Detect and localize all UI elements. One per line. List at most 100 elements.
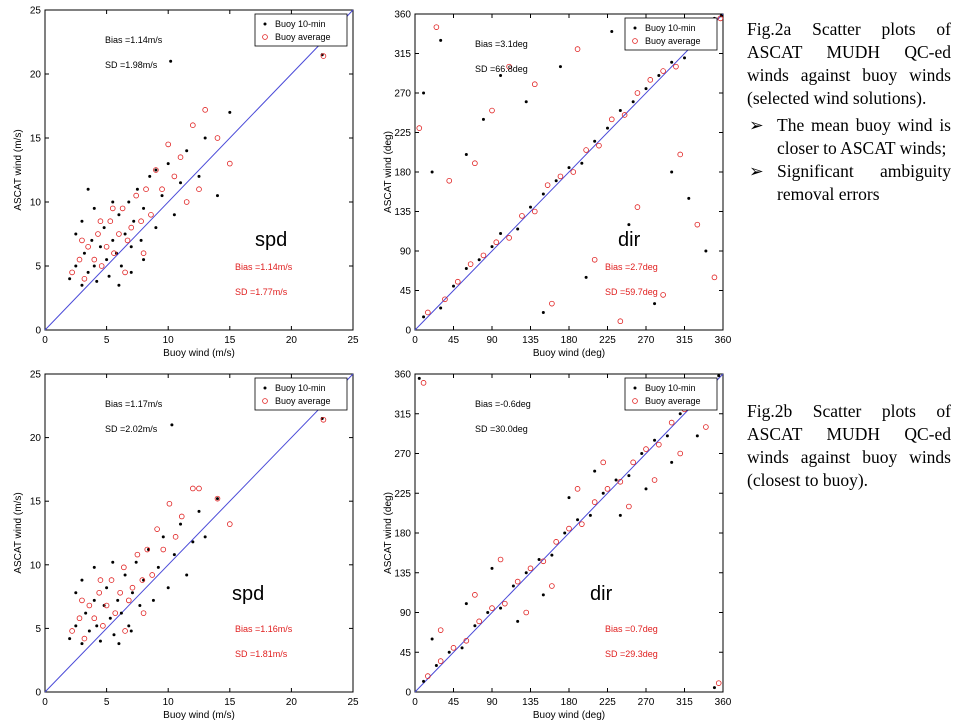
x-axis-label: Buoy wind (deg) (533, 710, 605, 720)
data-point-buoy-average (454, 278, 461, 285)
data-point-buoy-average (574, 46, 581, 52)
data-point-buoy-10min (481, 117, 485, 121)
data-point-buoy-10min (151, 598, 155, 602)
data-point-buoy-10min (712, 686, 716, 690)
stats-bias-buoy-average: Bias =1.14m/s (235, 262, 293, 272)
data-point-buoy-10min (135, 187, 139, 191)
data-point-buoy-10min (172, 213, 176, 217)
data-point-buoy-10min (108, 616, 112, 620)
y-tick-label: 0 (405, 326, 411, 337)
data-point-buoy-average (425, 673, 431, 679)
data-point-buoy-average (214, 135, 221, 141)
legend-marker-buoy-10min (633, 386, 637, 390)
data-point-buoy-10min (499, 606, 503, 610)
stats-sd-buoy-10min: SD =30.0deg (475, 424, 528, 434)
stats-sd-buoy-average: SD =1.81m/s (235, 649, 288, 659)
data-point-buoy-average (506, 235, 512, 241)
data-point-buoy-average (166, 500, 173, 507)
data-point-buoy-10min (524, 100, 528, 104)
data-point-buoy-average (116, 231, 122, 237)
arrow-bullet-icon: ➢ (749, 115, 764, 135)
y-axis-label: ASCAT wind (m/s) (13, 129, 24, 210)
x-tick-label: 135 (522, 697, 539, 708)
data-point-buoy-average (540, 558, 547, 565)
x-tick-label: 90 (486, 697, 498, 708)
x-tick-label: 45 (448, 335, 460, 346)
data-point-buoy-10min (490, 245, 494, 249)
data-point-buoy-average (103, 244, 110, 250)
data-point-buoy-average (159, 186, 165, 193)
legend-marker-buoy-average (262, 398, 268, 404)
data-point-buoy-average (97, 218, 104, 225)
data-point-buoy-average (196, 485, 202, 492)
data-point-buoy-10min (644, 87, 648, 91)
data-point-buoy-10min (516, 227, 520, 231)
legend-label-buoy-average: Buoy average (645, 396, 701, 406)
data-point-buoy-10min (473, 624, 477, 628)
data-point-buoy-10min (160, 194, 164, 198)
data-point-buoy-average (76, 615, 83, 622)
data-point-buoy-10min (614, 478, 618, 482)
data-point-buoy-10min (439, 306, 443, 310)
data-point-buoy-average (227, 160, 233, 167)
data-point-buoy-average (446, 177, 453, 184)
legend-label-buoy-10min: Buoy 10-min (645, 383, 696, 393)
bullet-item: ➢ Significant ambiguity removal errors (747, 160, 951, 206)
data-point-buoy-10min (80, 578, 84, 582)
data-point-buoy-average (140, 610, 147, 616)
data-point-buoy-average (107, 218, 114, 225)
data-point-buoy-average (76, 256, 83, 263)
data-point-buoy-10min (644, 487, 648, 491)
data-point-buoy-average (617, 478, 624, 485)
data-point-buoy-10min (154, 226, 158, 230)
x-tick-label: 45 (448, 697, 460, 708)
data-point-buoy-average (634, 90, 641, 96)
data-point-buoy-10min (74, 232, 78, 236)
y-tick-label: 135 (394, 207, 411, 218)
legend-label-buoy-average: Buoy average (645, 36, 701, 46)
data-point-buoy-10min (627, 474, 631, 478)
data-point-buoy-10min (550, 553, 554, 557)
data-point-buoy-average (121, 564, 127, 571)
data-point-buoy-average (608, 116, 615, 123)
data-point-buoy-10min (606, 126, 609, 130)
x-axis-label: Buoy wind (deg) (533, 348, 605, 359)
data-point-buoy-average (523, 609, 530, 616)
data-point-buoy-10min (588, 513, 592, 517)
x-tick-label: 270 (638, 697, 655, 708)
data-point-buoy-average (630, 459, 636, 466)
panel-2b-dir: 0 45 90 135 180 225 270 315 360 0 45 90 135 180 225 270… (370, 362, 735, 722)
y-tick-label: 225 (394, 128, 411, 139)
data-point-buoy-average (103, 602, 110, 609)
x-tick-label: 10 (163, 697, 175, 708)
data-point-buoy-average (549, 300, 555, 307)
data-point-buoy-10min (593, 469, 597, 473)
data-point-buoy-10min (601, 491, 605, 495)
data-point-buoy-10min (166, 162, 170, 166)
data-point-buoy-10min (486, 611, 490, 614)
data-point-buoy-average (165, 141, 172, 148)
data-point-buoy-average (129, 584, 136, 591)
data-point-buoy-10min (422, 315, 426, 319)
y-axis-label: ASCAT wind (deg) (383, 131, 394, 213)
x-tick-label: 0 (412, 697, 418, 708)
y-tick-label: 45 (400, 286, 412, 297)
data-point-buoy-average (711, 274, 718, 281)
data-point-buoy-average (677, 450, 684, 457)
data-point-buoy-10min (129, 270, 133, 274)
data-point-buoy-10min (610, 30, 614, 34)
stats-bias-buoy-average: Bias =0.7deg (605, 624, 658, 634)
data-point-buoy-10min (683, 56, 686, 60)
data-point-buoy-average (621, 112, 628, 118)
data-point-buoy-10min (138, 604, 142, 608)
data-point-buoy-average (95, 231, 101, 237)
data-point-buoy-average (69, 269, 75, 276)
x-tick-label: 20 (286, 697, 298, 708)
data-point-buoy-10min (516, 619, 520, 623)
data-point-buoy-average (480, 252, 487, 259)
data-point-buoy-10min (74, 264, 78, 268)
data-point-buoy-average (100, 623, 106, 629)
data-point-buoy-average (138, 218, 144, 225)
x-tick-label: 5 (104, 335, 110, 346)
y-tick-label: 5 (35, 262, 41, 273)
